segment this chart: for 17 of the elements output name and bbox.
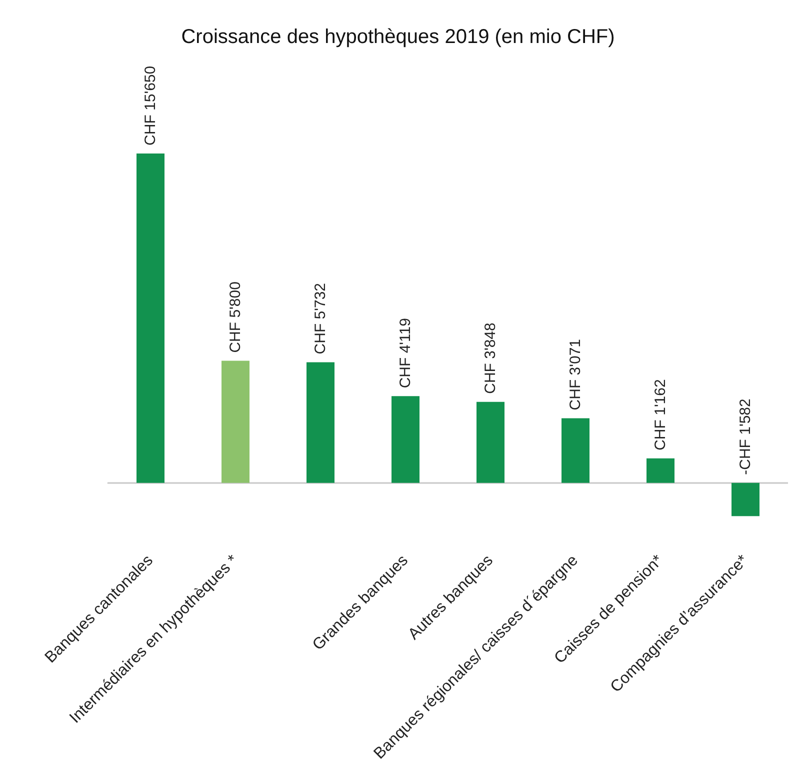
- bar: [392, 396, 420, 483]
- data-label: CHF 5'732: [312, 282, 329, 354]
- bar: [646, 458, 674, 483]
- chart-title: Croissance des hypothèques 2019 (en mio CHF): [181, 26, 615, 48]
- data-label: CHF 5'800: [227, 282, 244, 353]
- data-label: CHF 1'162: [652, 379, 669, 450]
- bar: [222, 360, 250, 483]
- bar: [562, 418, 590, 483]
- data-label: CHF 3'848: [482, 322, 499, 394]
- bar: [732, 482, 760, 516]
- data-label: CHF 15'650: [142, 66, 159, 146]
- data-label: CHF 3'071: [567, 338, 584, 410]
- data-label: CHF 4'119: [397, 318, 414, 388]
- bar: [476, 402, 504, 483]
- bar: [306, 362, 334, 483]
- data-label: -CHF 1'582: [737, 398, 754, 475]
- bar: [136, 153, 164, 483]
